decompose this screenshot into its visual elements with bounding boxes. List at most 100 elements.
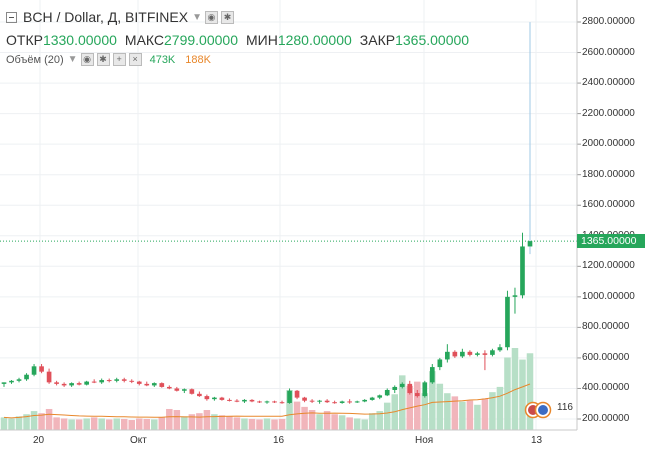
- candle: [362, 399, 368, 403]
- candle: [197, 391, 202, 397]
- candle-body: [362, 399, 368, 402]
- candle-body: [467, 351, 473, 355]
- candle: [324, 399, 330, 403]
- candle: [287, 388, 292, 404]
- minus-square-icon[interactable]: [6, 11, 17, 23]
- volume-bar: [263, 418, 271, 430]
- volume-bar: [181, 416, 188, 430]
- candle-body: [377, 395, 383, 398]
- volume-bar: [60, 418, 68, 430]
- candle-body: [445, 351, 450, 360]
- price-label: 600.00000: [582, 351, 630, 363]
- time-label: Ноя: [415, 435, 434, 446]
- chevron-down-icon[interactable]: ▼: [67, 54, 78, 65]
- chevron-down-icon[interactable]: ▼: [192, 11, 202, 23]
- candle: [106, 378, 112, 383]
- candle: [505, 290, 510, 351]
- candle-body: [460, 351, 465, 357]
- volume-bar: [331, 414, 338, 430]
- volume-bar: [241, 418, 248, 430]
- volume-bar: [98, 418, 105, 430]
- candle: [354, 400, 360, 403]
- volume-bar: [323, 411, 331, 430]
- candle-body: [392, 386, 398, 390]
- event-flag-icon[interactable]: [524, 401, 560, 419]
- plus-icon[interactable]: +: [112, 53, 126, 66]
- last-price-badge: 1365.00000: [577, 234, 645, 249]
- volume-bar: [173, 410, 181, 430]
- candle-body: [399, 383, 405, 387]
- volume-bar: [376, 411, 383, 430]
- volume-bar: [353, 418, 361, 430]
- price-label: 1800.00000: [582, 168, 635, 180]
- price-label: 2400.00000: [582, 77, 635, 89]
- candle: [9, 380, 14, 384]
- gear-icon[interactable]: ✱: [96, 53, 110, 66]
- volume-bar: [120, 418, 128, 430]
- price-label: 1600.00000: [582, 199, 635, 211]
- volume-bar: [496, 386, 504, 430]
- candle-body: [114, 379, 120, 381]
- volume-bar: [286, 390, 293, 430]
- candle: [317, 399, 322, 404]
- candle: [445, 344, 450, 363]
- candle: [422, 380, 428, 398]
- candle-body: [219, 397, 225, 400]
- candle: [452, 350, 458, 358]
- volume-bar: [105, 419, 113, 430]
- candle-body: [317, 400, 322, 402]
- candle: [369, 396, 375, 401]
- candle-body: [99, 380, 105, 383]
- candle-body: [287, 390, 292, 403]
- volume-bar: [436, 383, 444, 430]
- candle-body: [197, 393, 202, 397]
- candle: [121, 377, 127, 383]
- candle-body: [302, 397, 307, 401]
- volume-bar: [308, 410, 316, 430]
- candle-body: [54, 382, 59, 384]
- candle-body: [354, 401, 360, 403]
- volume-bar: [459, 401, 466, 430]
- eye-icon[interactable]: ◉: [80, 53, 94, 66]
- candle: [182, 388, 187, 394]
- candle-body: [151, 383, 157, 386]
- gear-icon[interactable]: ✱: [220, 10, 234, 24]
- volume-bar: [519, 359, 526, 430]
- volume-bar: [256, 419, 263, 430]
- symbol-row[interactable]: BCH / Dollar, Д, BITFINEX ▼ ◉ ✱: [6, 9, 234, 25]
- volume-bar: [466, 400, 474, 430]
- candle: [249, 399, 255, 403]
- price-label: 800.00000: [582, 321, 630, 333]
- volume-bar: [429, 371, 436, 430]
- candle-body: [452, 351, 458, 357]
- candle-body: [91, 381, 97, 383]
- candle-body: [279, 402, 285, 404]
- price-label: 400.00000: [582, 382, 630, 394]
- volume-bar: [293, 401, 301, 430]
- candle: [144, 381, 150, 387]
- volume-legend-row[interactable]: Объём (20) ▼ ◉ ✱ + × 473K 188K: [6, 53, 211, 66]
- candle: [377, 394, 383, 400]
- eye-icon[interactable]: ◉: [204, 10, 218, 24]
- candle-body: [384, 389, 390, 396]
- price-label: 1200.00000: [582, 260, 635, 272]
- volume-bar: [38, 413, 45, 430]
- candle: [227, 398, 232, 402]
- candle-body: [144, 383, 150, 386]
- low-value: 1280.00000: [277, 32, 352, 48]
- volume-bar: [474, 404, 481, 430]
- candle-body: [166, 386, 172, 389]
- candle: [39, 364, 44, 374]
- symbol-title[interactable]: BCH / Dollar, Д, BITFINEX: [23, 9, 189, 25]
- candle: [61, 382, 67, 387]
- candle: [46, 368, 52, 384]
- candle: [69, 382, 74, 387]
- volume-title[interactable]: Объём (20): [6, 53, 64, 66]
- high-value: 2799.00000: [164, 32, 238, 48]
- candle-body: [136, 381, 142, 384]
- time-label: Окт: [130, 435, 147, 446]
- candle-body: [24, 374, 29, 380]
- close-icon[interactable]: ×: [128, 53, 142, 66]
